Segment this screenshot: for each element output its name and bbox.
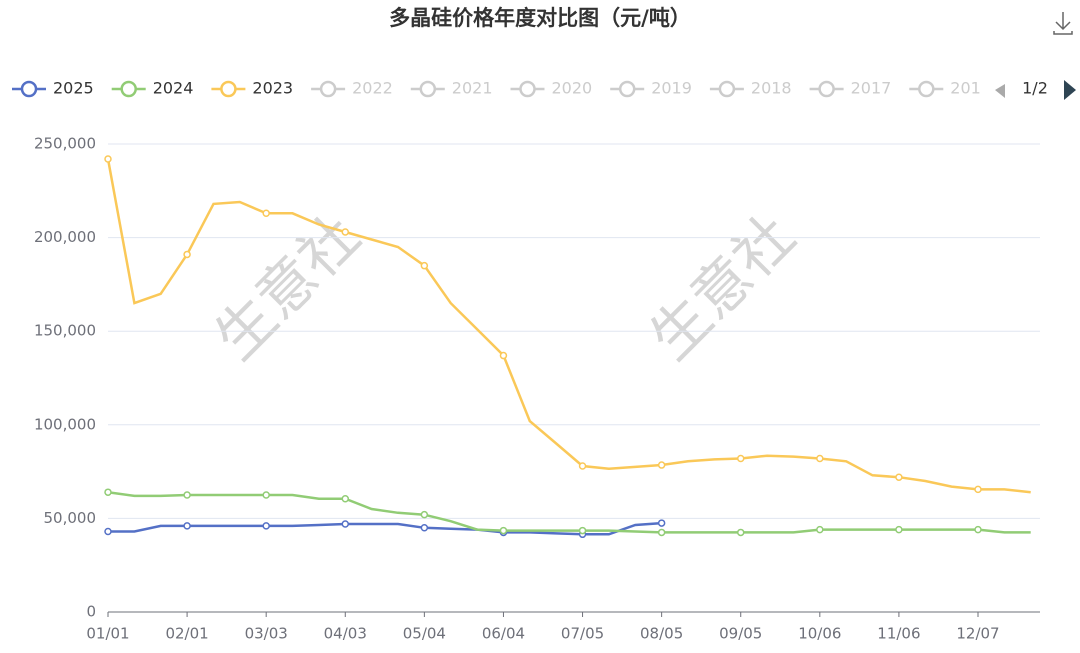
watermark: 生意社 [637,202,808,373]
point [104,488,112,496]
point [183,491,191,499]
x-tick-label: 03/03 [245,625,288,643]
legend-symbol [918,80,935,98]
legend-label-inactive[interactable]: 2021 [452,79,493,98]
legend-prev[interactable] [995,84,1005,98]
download-button[interactable] [1053,12,1073,35]
point [104,527,112,536]
legend-label-inactive[interactable]: 201 [950,79,981,98]
y-tick-label: 200,000 [34,228,96,246]
chart-title: 多晶硅价格年度对比图（元/吨） [389,6,691,30]
legend-next[interactable] [1064,80,1076,100]
x-tick-label: 10/06 [798,625,841,643]
legend-symbol [718,80,736,98]
point [420,510,429,519]
point [499,526,508,535]
legend-label[interactable]: 2024 [153,79,194,98]
point [341,520,350,528]
point [657,519,666,527]
legend: 2025 2024 2023 2022 2021 2020 2019 2018 2017 201 [12,79,981,98]
x-tick-label: 01/01 [86,625,129,643]
legend-label-inactive[interactable]: 2020 [552,79,593,98]
point [895,525,903,534]
x-tick-label: 02/01 [165,625,208,643]
legend-symbol [20,80,38,98]
point [816,525,824,534]
x-tick-label: 11/06 [877,625,920,643]
point [262,522,270,530]
legend-label-inactive[interactable]: 2017 [851,79,892,98]
point [341,228,350,236]
legend-label-inactive[interactable]: 2018 [751,79,792,98]
x-tick-label: 09/05 [719,625,762,643]
point [104,155,112,163]
series-line [108,521,662,536]
point [816,454,824,463]
x-tick-label: 07/05 [561,625,604,643]
y-tick-label: 100,000 [34,415,96,433]
legend-label[interactable]: 2025 [53,79,94,98]
legend-symbol [319,80,337,98]
point [578,526,587,535]
point [657,528,666,537]
point [657,461,666,469]
point [420,524,429,532]
point [895,473,903,481]
legend-symbol [120,80,137,98]
legend-symbol [818,80,835,98]
point [578,462,587,470]
legend-symbol [220,80,237,98]
legend-symbol [419,80,437,98]
download-icon [1053,12,1073,35]
point [262,491,270,499]
legend-page: 1/2 [1022,79,1048,98]
y-tick-label: 250,000 [34,135,96,153]
legend-label[interactable]: 2023 [252,79,293,98]
point [736,454,745,463]
point [183,522,191,530]
series-line [106,158,1031,494]
legend-symbol [519,80,536,98]
legend-label-inactive[interactable]: 2022 [352,79,393,98]
y-tick-label: 150,000 [34,322,96,340]
y-tick-label: 50,000 [44,509,97,527]
point [183,250,191,259]
point [341,494,350,503]
point [736,528,745,537]
y-tick-label: 0 [86,603,96,621]
point [262,209,270,218]
x-tick-label: 05/04 [403,625,446,643]
point [974,525,982,534]
point [974,485,982,494]
point [420,261,429,270]
legend-label-inactive[interactable]: 2019 [651,79,692,98]
x-tick-label: 04/03 [324,625,367,643]
x-tick-label: 12/07 [956,625,999,643]
x-tick-label: 08/05 [640,625,683,643]
point [499,351,508,360]
legend-symbol [618,80,636,98]
series-line [107,490,1031,534]
x-tick-label: 06/04 [482,625,525,643]
watermark: 生意社 [202,202,373,373]
